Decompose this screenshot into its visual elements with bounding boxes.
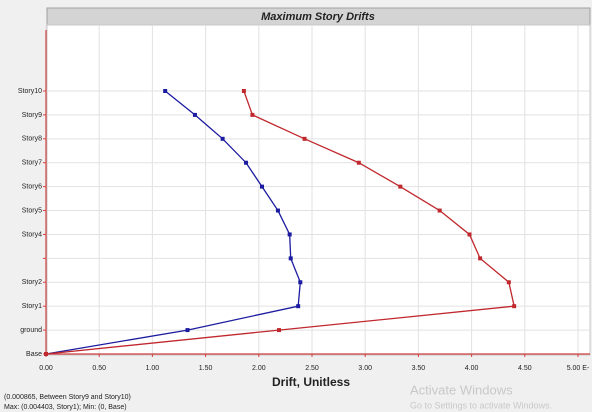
- y-tick-label: Story7: [22, 160, 42, 167]
- y-tick-label: Story6: [22, 183, 42, 190]
- data-point: [467, 232, 472, 237]
- data-point: [259, 184, 264, 189]
- data-point: [185, 328, 190, 333]
- data-point: [296, 304, 301, 309]
- data-point: [506, 280, 511, 285]
- data-point: [250, 112, 255, 117]
- y-tick-label: Story10: [18, 88, 42, 95]
- status-line: (0.000865, Between Story9 and Story10): [4, 394, 131, 401]
- y-tick-label: Story1: [22, 303, 42, 310]
- x-tick-label: 1.50: [199, 365, 213, 372]
- plot-area: [46, 24, 591, 356]
- data-point: [512, 304, 517, 309]
- x-tick-label: 4.50: [518, 365, 532, 372]
- x-tick-label: 2.00: [252, 365, 266, 372]
- watermark: Activate Windows: [410, 382, 513, 397]
- x-tick-label: 1.00: [146, 365, 160, 372]
- data-point: [398, 184, 403, 189]
- x-tick-label: 5.00 E-: [567, 365, 590, 372]
- data-point: [220, 136, 225, 141]
- series-line: [45, 90, 301, 355]
- status-line: Max: (0.004403, Story1); Min: (0, Base): [4, 404, 127, 411]
- data-point: [244, 160, 249, 165]
- y-tick-label: Story2: [22, 279, 42, 286]
- y-tick-label: Base: [26, 351, 42, 358]
- y-tick-label: Story8: [22, 136, 42, 143]
- x-tick-label: 4.00: [465, 365, 479, 372]
- x-tick-label: 0.50: [92, 365, 106, 372]
- y-tick-label: ground: [20, 327, 42, 334]
- data-point: [241, 89, 246, 93]
- data-point: [287, 232, 292, 237]
- data-point: [275, 208, 280, 213]
- data-point: [437, 208, 442, 213]
- data-point: [356, 160, 361, 165]
- x-tick-label: 2.50: [305, 365, 319, 372]
- chart-title: Maximum Story Drifts: [261, 11, 375, 23]
- data-point: [302, 136, 307, 141]
- x-tick-label: 0.00: [39, 365, 53, 372]
- data-point: [192, 112, 197, 117]
- y-tick-label: Story4: [22, 231, 42, 238]
- x-axis-label: Drift, Unitless: [272, 375, 350, 389]
- data-point: [288, 256, 293, 261]
- data-point: [44, 352, 48, 356]
- x-tick-label: 3.00: [358, 365, 372, 372]
- y-tick-label: Story9: [22, 112, 42, 119]
- watermark: Go to Settings to activate Windows.: [410, 400, 552, 410]
- x-tick-label: 3.50: [412, 365, 426, 372]
- data-point: [298, 280, 303, 285]
- y-tick-label: Story5: [22, 207, 42, 214]
- series-line: [45, 90, 515, 355]
- data-point: [277, 328, 282, 333]
- data-point: [163, 89, 168, 93]
- data-point: [478, 256, 483, 261]
